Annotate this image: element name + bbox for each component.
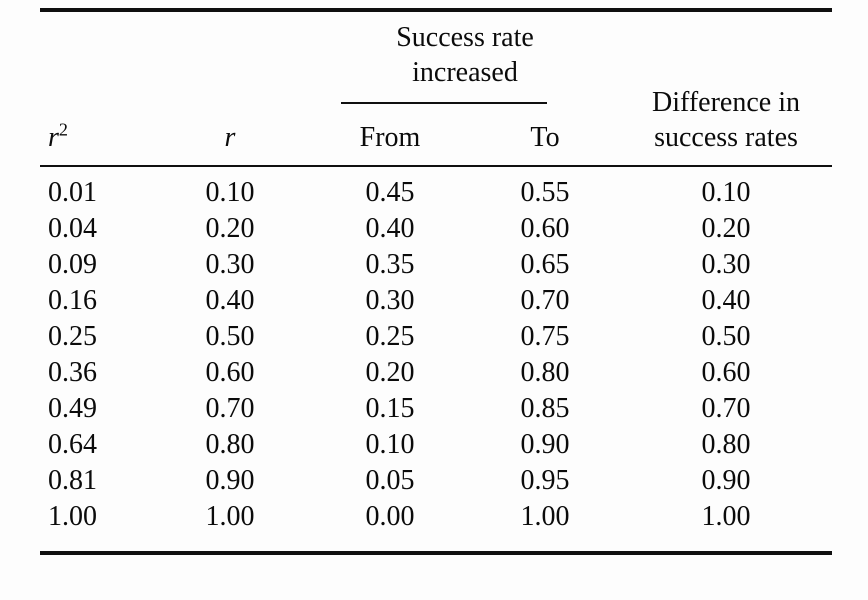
table-cell: 1.00 bbox=[205, 500, 255, 532]
table-cell: 1.00 bbox=[701, 500, 751, 532]
header-spanner-success-rate-increased: Success rate increased bbox=[310, 10, 620, 105]
table-cell: 0.30 bbox=[701, 248, 751, 280]
table-cell: 0.00 bbox=[365, 500, 415, 532]
table-cell: 0.90 bbox=[520, 428, 570, 460]
spanner-title-line1: Success rate bbox=[396, 22, 534, 53]
header-r-squared-exponent: 2 bbox=[58, 119, 68, 140]
table-cell: 0.45 bbox=[365, 176, 415, 208]
table-cell: 0.50 bbox=[205, 320, 255, 352]
table-cell: 0.70 bbox=[205, 392, 255, 424]
table-cell: 0.15 bbox=[365, 392, 415, 424]
table-row: 1.00 1.00 0.00 1.00 1.00 bbox=[40, 499, 832, 553]
table-row: 0.64 0.80 0.10 0.90 0.80 bbox=[40, 427, 832, 463]
table-cell: 0.40 bbox=[205, 284, 255, 316]
table-row: 0.01 0.10 0.45 0.55 0.10 bbox=[40, 166, 832, 211]
table-body: 0.01 0.10 0.45 0.55 0.10 0.04 0.20 0.40 0.60 0.20… bbox=[40, 166, 832, 553]
table-cell: 0.01 bbox=[48, 176, 97, 208]
table-cell: 0.80 bbox=[701, 428, 751, 460]
header-from: From bbox=[310, 105, 470, 167]
table-cell: 0.81 bbox=[48, 464, 97, 496]
table-cell: 0.49 bbox=[48, 392, 97, 424]
table-cell: 0.64 bbox=[48, 428, 97, 460]
table-cell: 0.60 bbox=[205, 356, 255, 388]
table-cell: 0.80 bbox=[205, 428, 255, 460]
table-cell: 1.00 bbox=[520, 500, 570, 532]
table-row: 0.16 0.40 0.30 0.70 0.40 bbox=[40, 283, 832, 319]
table-cell: 1.00 bbox=[48, 500, 97, 532]
table-cell: 0.30 bbox=[365, 284, 415, 316]
table-cell: 0.20 bbox=[205, 212, 255, 244]
table-cell: 0.10 bbox=[365, 428, 415, 460]
table-cell: 0.95 bbox=[520, 464, 570, 496]
table-cell: 0.35 bbox=[365, 248, 415, 280]
table-cell: 0.75 bbox=[520, 320, 570, 352]
table-cell: 0.50 bbox=[701, 320, 751, 352]
header-r: r bbox=[150, 10, 310, 167]
table-cell: 0.25 bbox=[365, 320, 415, 352]
table-row: 0.36 0.60 0.20 0.80 0.60 bbox=[40, 355, 832, 391]
table-row: 0.09 0.30 0.35 0.65 0.30 bbox=[40, 247, 832, 283]
table-cell: 0.55 bbox=[520, 176, 570, 208]
table-cell: 0.90 bbox=[205, 464, 255, 496]
table-cell: 0.20 bbox=[365, 356, 415, 388]
table-row: 0.25 0.50 0.25 0.75 0.50 bbox=[40, 319, 832, 355]
paper-table-container: r2 r Success rate increased Difference i… bbox=[40, 8, 832, 555]
table-cell: 0.65 bbox=[520, 248, 570, 280]
table-cell: 0.40 bbox=[365, 212, 415, 244]
table-cell: 0.70 bbox=[701, 392, 751, 424]
table-cell: 0.16 bbox=[48, 284, 97, 316]
header-difference: Difference in success rates bbox=[620, 10, 832, 167]
header-r-squared: r2 bbox=[40, 10, 150, 167]
table-row: 0.04 0.20 0.40 0.60 0.20 bbox=[40, 211, 832, 247]
table-header: r2 r Success rate increased Difference i… bbox=[40, 10, 832, 167]
success-rate-table: r2 r Success rate increased Difference i… bbox=[40, 8, 832, 555]
table-cell: 0.10 bbox=[205, 176, 255, 208]
table-cell: 0.60 bbox=[701, 356, 751, 388]
table-cell: 0.80 bbox=[520, 356, 570, 388]
table-cell: 0.70 bbox=[520, 284, 570, 316]
header-to: To bbox=[470, 105, 620, 167]
table-cell: 0.90 bbox=[701, 464, 751, 496]
table-cell: 0.60 bbox=[520, 212, 570, 244]
spanner-title: Success rate increased bbox=[311, 20, 619, 90]
table-cell: 0.25 bbox=[48, 320, 97, 352]
table-cell: 0.04 bbox=[48, 212, 97, 244]
header-r-squared-base: r bbox=[48, 122, 59, 153]
header-difference-line2: success rates bbox=[654, 121, 798, 153]
table-cell: 0.05 bbox=[365, 464, 415, 496]
table-row: 0.81 0.90 0.05 0.95 0.90 bbox=[40, 463, 832, 499]
table-cell: 0.36 bbox=[48, 356, 97, 388]
table-cell: 0.09 bbox=[48, 248, 97, 280]
spanner-title-line2: increased bbox=[412, 57, 518, 88]
table-row: 0.49 0.70 0.15 0.85 0.70 bbox=[40, 391, 832, 427]
table-cell: 0.10 bbox=[701, 176, 751, 208]
table-cell: 0.30 bbox=[205, 248, 255, 280]
table-cell: 0.40 bbox=[701, 284, 751, 316]
header-difference-line1: Difference in bbox=[652, 86, 800, 118]
spanner-rule bbox=[341, 102, 547, 104]
table-cell: 0.85 bbox=[520, 392, 570, 424]
table-cell: 0.20 bbox=[701, 212, 751, 244]
